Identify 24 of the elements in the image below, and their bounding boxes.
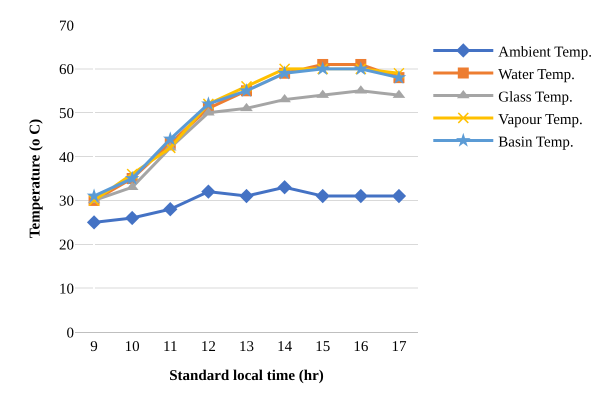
x-tick-label: 10 (124, 339, 140, 355)
legend-label: Water Temp. (498, 66, 575, 83)
x-tick-label: 9 (90, 339, 98, 355)
y-tick-label: 0 (66, 325, 74, 342)
legend-label: Glass Temp. (498, 89, 573, 106)
x-tick-label: 12 (200, 339, 216, 355)
y-tick-label: 50 (59, 106, 74, 122)
y-tick-label: 60 (59, 62, 74, 78)
y-tick-label: 20 (59, 238, 74, 254)
x-tick-label: 15 (315, 339, 330, 355)
legend-label: Ambient Temp. (498, 44, 592, 60)
x-axis-title: Standard local time (hr) (169, 368, 324, 384)
y-tick-label: 30 (59, 194, 74, 210)
y-axis-title: Temperature (o C) (27, 118, 44, 238)
y-tick-label: 10 (59, 281, 74, 298)
legend-label: Vapour Temp. (498, 112, 583, 128)
x-tick-label: 16 (353, 339, 369, 355)
x-tick-label: 14 (277, 339, 293, 355)
x-tick-label: 17 (391, 339, 407, 355)
y-tick-label: 70 (59, 18, 74, 34)
legend-label: Basin Temp. (498, 134, 574, 150)
x-tick-label: 13 (239, 339, 254, 355)
y-tick-label: 40 (59, 150, 74, 166)
x-tick-label: 11 (163, 339, 178, 355)
